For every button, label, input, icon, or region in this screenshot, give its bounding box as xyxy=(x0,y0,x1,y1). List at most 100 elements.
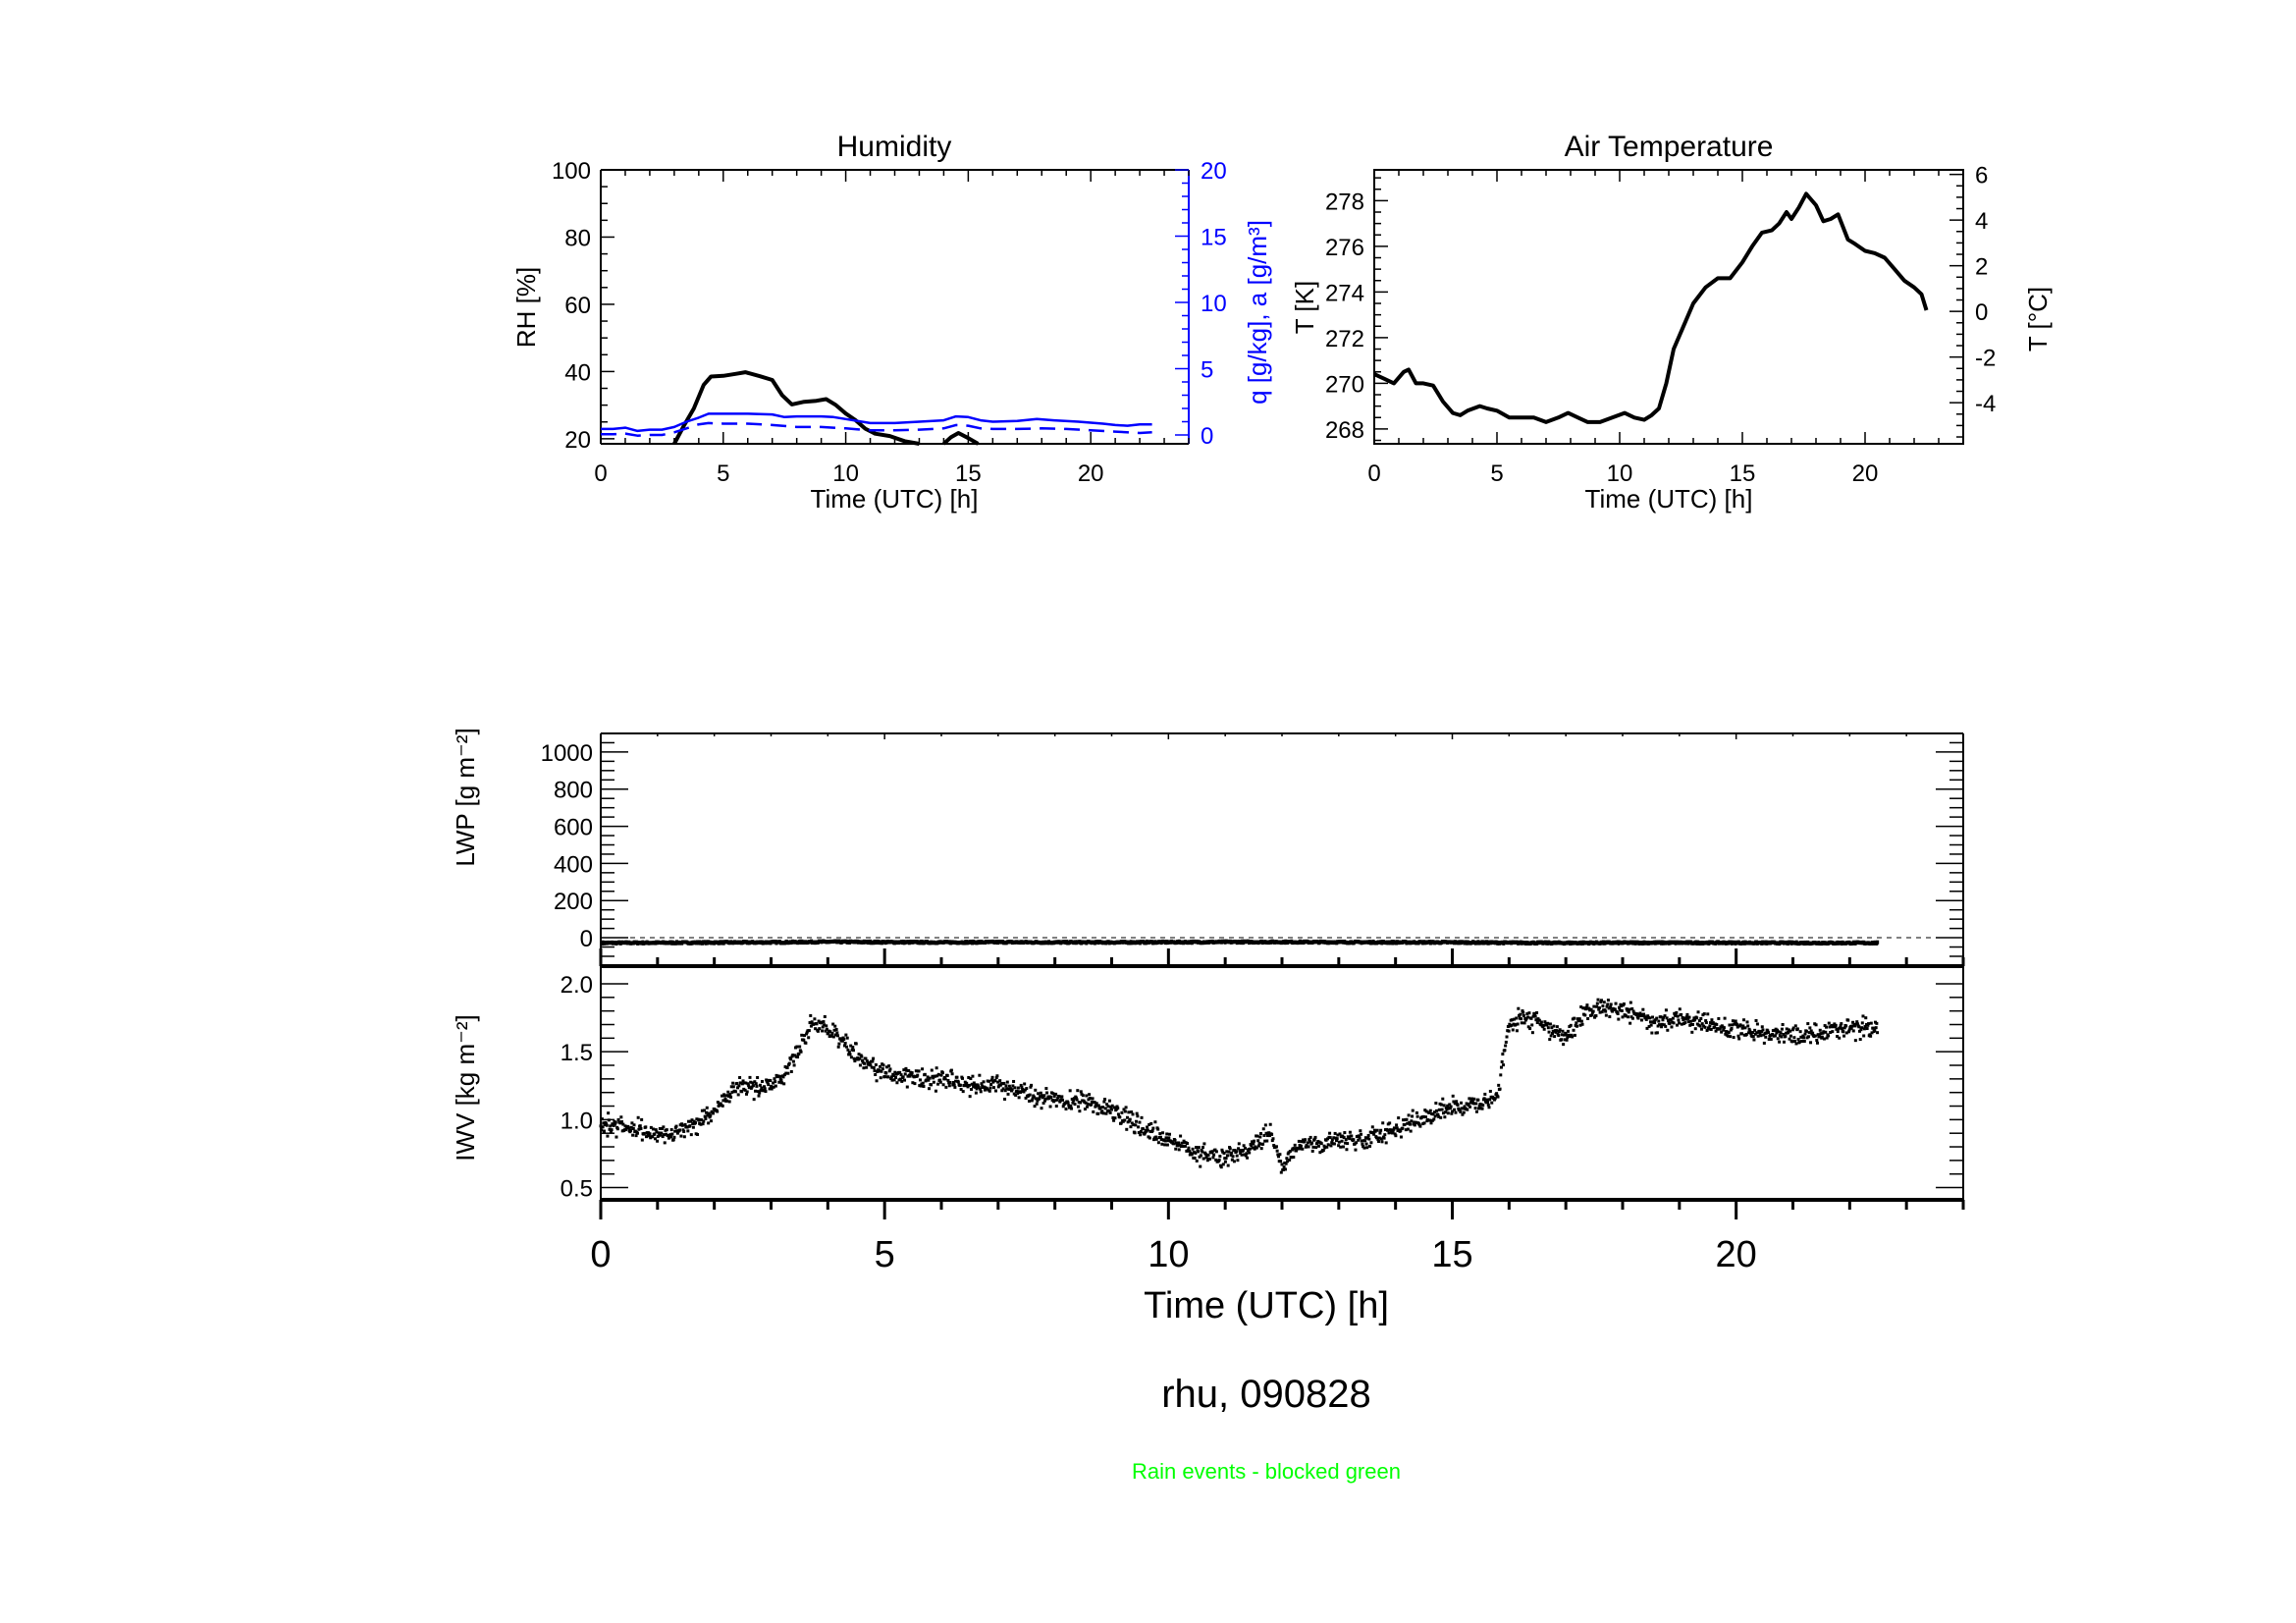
iwv-point xyxy=(721,1099,725,1103)
iwv-point xyxy=(1570,1033,1574,1037)
iwv-point xyxy=(834,1027,838,1031)
y-tick-label-right: 0 xyxy=(1201,423,1213,450)
y-tick-label: 272 xyxy=(1325,326,1364,352)
iwv-point xyxy=(1166,1139,1170,1143)
iwv-point xyxy=(1177,1141,1181,1145)
iwv-point xyxy=(938,1080,942,1084)
iwv-point xyxy=(1348,1130,1352,1134)
iwv-point xyxy=(1769,1037,1773,1041)
iwv-point xyxy=(1546,1026,1550,1030)
iwv-point xyxy=(842,1044,846,1048)
iwv-point xyxy=(1734,1019,1737,1023)
iwv-point xyxy=(737,1084,741,1088)
iwv-point xyxy=(874,1073,878,1077)
iwv-point xyxy=(1067,1106,1071,1109)
iwv-point xyxy=(884,1065,888,1069)
y-tick-label: 20 xyxy=(564,427,591,454)
iwv-point xyxy=(1813,1034,1817,1038)
iwv-point xyxy=(1746,1031,1750,1035)
iwv-point xyxy=(1134,1123,1138,1127)
x-tick-label: 0 xyxy=(594,460,607,487)
iwv-point xyxy=(1627,1010,1630,1014)
iwv-point xyxy=(1153,1120,1157,1124)
iwv-point xyxy=(865,1059,869,1063)
rain-events-note: Rain events - blocked green xyxy=(1132,1459,1401,1484)
iwv-point xyxy=(796,1055,800,1059)
iwv-point xyxy=(967,1075,971,1079)
iwv-point xyxy=(1834,1023,1838,1027)
iwv-point xyxy=(1850,1024,1854,1028)
iwv-point xyxy=(1522,1021,1526,1025)
iwv-point xyxy=(1053,1099,1057,1103)
iwv-point xyxy=(872,1065,876,1069)
iwv-point xyxy=(1197,1150,1201,1154)
iwv-point xyxy=(836,1034,840,1038)
iwv-point xyxy=(1655,1031,1659,1035)
iwv-point xyxy=(1177,1148,1181,1152)
iwv-point xyxy=(767,1083,771,1087)
iwv-point xyxy=(658,1126,662,1130)
iwv-point xyxy=(1761,1028,1765,1032)
iwv-point xyxy=(1869,1034,1873,1038)
iwv-point xyxy=(813,1017,817,1021)
iwv-point xyxy=(829,1034,833,1038)
iwv-point xyxy=(1804,1029,1808,1033)
iwv-point xyxy=(1332,1136,1336,1140)
iwv-point xyxy=(665,1128,668,1132)
iwv-point xyxy=(1041,1101,1045,1105)
iwv-point xyxy=(602,1129,606,1133)
iwv-point xyxy=(1520,1021,1523,1025)
iwv-point xyxy=(916,1073,920,1077)
iwv-point xyxy=(1653,1018,1657,1022)
iwv-point xyxy=(700,1109,704,1112)
iwv-point xyxy=(1186,1142,1190,1146)
iwv-point xyxy=(822,1020,826,1024)
iwv-point xyxy=(1625,1007,1629,1011)
iwv-point xyxy=(1092,1109,1095,1113)
iwv-point xyxy=(1741,1024,1745,1028)
iwv-point xyxy=(1038,1096,1041,1100)
iwv-point xyxy=(1007,1084,1011,1088)
iwv-point xyxy=(1119,1121,1123,1125)
iwv-point xyxy=(1867,1022,1871,1026)
iwv-point xyxy=(1133,1131,1137,1135)
iwv-point xyxy=(804,1041,808,1045)
iwv-point xyxy=(1503,1049,1507,1053)
iwv-point xyxy=(1017,1096,1021,1100)
iwv-point xyxy=(888,1067,892,1071)
x-tick-label: 0 xyxy=(590,1234,611,1275)
iwv-point xyxy=(1314,1146,1318,1150)
iwv-point xyxy=(1468,1097,1471,1101)
iwv-point xyxy=(1292,1156,1296,1160)
iwv-point xyxy=(669,1128,673,1132)
iwv-point xyxy=(1201,1146,1204,1150)
iwv-point xyxy=(1395,1126,1399,1130)
iwv-point xyxy=(1446,1111,1450,1115)
iwv-point xyxy=(879,1064,882,1068)
iwv-point xyxy=(730,1090,734,1094)
iwv-point xyxy=(1387,1131,1391,1135)
iwv-point xyxy=(1030,1083,1034,1087)
iwv-point xyxy=(1745,1020,1749,1024)
iwv-point xyxy=(1118,1115,1122,1119)
iwv-point xyxy=(932,1076,935,1080)
iwv-point xyxy=(1773,1034,1777,1038)
iwv-point xyxy=(968,1095,972,1099)
iwv-point xyxy=(952,1083,956,1087)
iwv-point xyxy=(1855,1022,1859,1026)
iwv-point xyxy=(1413,1123,1416,1127)
iwv-point xyxy=(1135,1111,1139,1115)
iwv-point xyxy=(803,1034,807,1038)
iwv-point xyxy=(1477,1104,1481,1108)
iwv-point xyxy=(729,1085,733,1089)
iwv-point xyxy=(640,1138,644,1142)
iwv-point xyxy=(1646,1014,1650,1018)
iwv-point xyxy=(722,1094,726,1098)
iwv-point xyxy=(1267,1131,1271,1135)
iwv-point xyxy=(1664,1024,1668,1028)
iwv-point xyxy=(1134,1119,1138,1123)
iwv-point xyxy=(630,1121,634,1125)
iwv-point xyxy=(869,1063,873,1067)
iwv-point xyxy=(624,1128,628,1132)
iwv-point xyxy=(934,1089,937,1093)
